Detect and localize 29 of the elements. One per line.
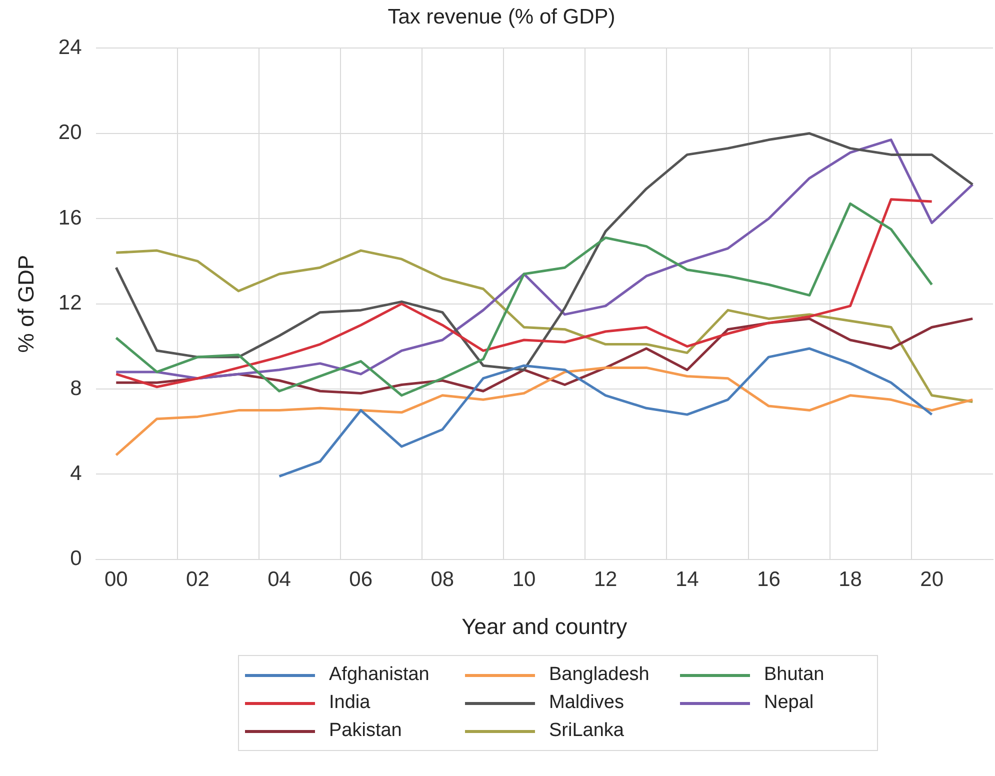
y-tick-label: 4 (70, 462, 82, 485)
x-tick-label: 14 (675, 568, 700, 591)
x-tick-label: 00 (104, 568, 128, 591)
legend-label: SriLanka (549, 720, 624, 742)
y-tick-label: 12 (58, 292, 82, 315)
legend-label: Nepal (764, 692, 814, 714)
x-tick-label: 18 (838, 568, 862, 591)
y-tick-label: 0 (70, 547, 82, 570)
y-tick-label: 16 (58, 206, 82, 230)
legend-label: Pakistan (329, 720, 402, 742)
x-tick-label: 04 (268, 568, 292, 591)
y-tick-label: 20 (58, 121, 82, 144)
x-tick-label: 06 (349, 568, 373, 591)
legend-label: Bangladesh (549, 664, 650, 686)
x-tick-label: 02 (186, 568, 210, 591)
x-tick-label: 20 (920, 568, 944, 591)
x-tick-label: 12 (594, 568, 618, 591)
x-tick-label: 10 (512, 568, 536, 591)
chart-title: Tax revenue (% of GDP) (388, 5, 616, 28)
y-tick-label: 8 (70, 376, 82, 400)
legend-label: Afghanistan (329, 664, 430, 686)
y-axis-title: % of GDP (13, 254, 38, 353)
y-tick-label: 24 (58, 36, 82, 59)
legend-label: Bhutan (764, 664, 824, 686)
legend-label: India (329, 692, 370, 714)
legend-label: Maldives (549, 692, 624, 714)
x-axis-title: Year and country (462, 614, 628, 639)
x-tick-label: 08 (430, 568, 454, 591)
x-tick-label: 16 (757, 568, 780, 591)
